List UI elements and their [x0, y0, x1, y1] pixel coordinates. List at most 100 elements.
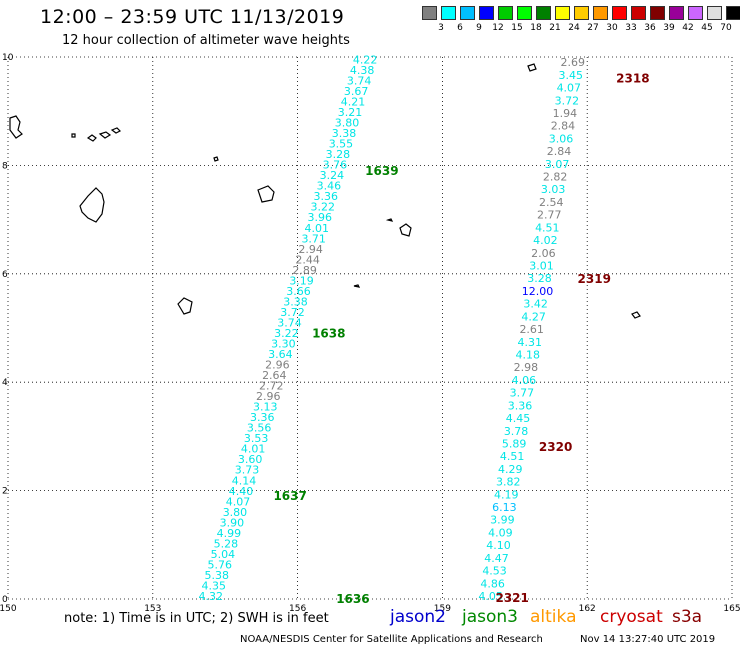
- swh-value: 4.05: [478, 590, 503, 603]
- swh-value: 3.72: [555, 94, 580, 107]
- generation-timestamp: Nov 14 13:27:40 UTC 2019: [580, 634, 716, 645]
- swh-value: 2.89: [292, 264, 317, 277]
- swh-value: 2.82: [543, 171, 568, 184]
- swh-value: 3.80: [223, 506, 248, 519]
- swh-value: 4.27: [521, 310, 546, 323]
- swh-value: 4.02: [533, 234, 558, 247]
- legend-item-jason2: jason2: [390, 607, 446, 627]
- scale-swatch: [631, 6, 646, 20]
- swh-value: 4.09: [488, 526, 513, 539]
- swh-value: 2.72: [259, 380, 284, 393]
- pass-label: 1638: [312, 326, 345, 340]
- swh-value: 3.46: [317, 180, 342, 193]
- swh-value: 12.00: [522, 285, 554, 298]
- swh-value: 3.55: [329, 138, 354, 151]
- swh-value: 3.28: [326, 148, 351, 161]
- scale-swatch: [650, 6, 665, 20]
- scale-label: 27: [587, 23, 599, 33]
- swh-value: 2.54: [539, 196, 564, 209]
- x-tick-label: 150: [0, 604, 17, 614]
- swh-value: 2.94: [298, 243, 323, 256]
- island-outline: [527, 63, 537, 72]
- scale-label: 12: [492, 23, 504, 33]
- y-tick-label: 0: [2, 595, 8, 605]
- scale-swatch: [441, 6, 456, 20]
- swh-value: 2.96: [256, 390, 281, 403]
- swh-value: 2.69: [560, 56, 585, 69]
- swh-value: 4.19: [494, 488, 519, 501]
- island-outline: [257, 185, 275, 203]
- swh-value: 6.13: [492, 501, 517, 514]
- swh-value: 5.38: [205, 569, 230, 582]
- swh-value: 4.86: [480, 577, 505, 590]
- swh-value: 3.38: [283, 295, 308, 308]
- swh-value: 3.82: [496, 476, 521, 489]
- swh-value: 4.40: [229, 485, 254, 498]
- swh-value: 3.73: [235, 464, 260, 477]
- x-tick-label: 156: [289, 604, 306, 614]
- swh-value: 3.74: [347, 74, 372, 87]
- pass-label: 2318: [616, 72, 649, 86]
- swh-value: 3.60: [238, 453, 263, 466]
- pass-label: 1637: [273, 489, 306, 503]
- scale-swatch: [688, 6, 703, 20]
- swh-value: 3.36: [508, 399, 533, 412]
- swh-value: 4.35: [201, 579, 226, 592]
- legend-item-s3a: s3a: [672, 607, 703, 627]
- scale-label: 15: [511, 23, 523, 33]
- swh-value: 3.07: [545, 158, 570, 171]
- swh-value: 4.51: [535, 221, 560, 234]
- swh-value: 3.22: [311, 201, 336, 214]
- swh-value: 3.71: [301, 232, 326, 245]
- scale-swatch: [498, 6, 513, 20]
- scale-swatch: [574, 6, 589, 20]
- island-outline: [9, 115, 23, 139]
- pass-labels: 1636 1637 1638 1639 2321 2320 2319 2318: [273, 72, 649, 606]
- scale-label: 18: [530, 23, 542, 33]
- swh-value: 4.01: [241, 443, 266, 456]
- chart-subtitle: 12 hour collection of altimeter wave hei…: [62, 33, 350, 48]
- scale-label: 33: [625, 23, 637, 33]
- scale-swatch: [726, 6, 740, 20]
- swh-value: 4.01: [304, 222, 329, 235]
- swh-value: 3.72: [280, 306, 305, 319]
- y-tick-label: 2: [2, 487, 8, 497]
- swh-value: 2.06: [531, 247, 556, 260]
- scale-swatch: [555, 6, 570, 20]
- coastline-map: [9, 63, 641, 319]
- grid-lines: [7, 56, 733, 600]
- scale-label: 9: [476, 23, 482, 33]
- swh-value: 2.96: [265, 359, 290, 372]
- scale-swatch: [422, 6, 437, 20]
- island-outline: [177, 297, 193, 315]
- swh-value: 5.89: [502, 437, 527, 450]
- swh-value: 3.99: [490, 514, 515, 527]
- scale-label: 45: [701, 23, 713, 33]
- swh-value: 3.22: [274, 327, 299, 340]
- scale-label: 21: [549, 23, 561, 33]
- swh-value: 3.96: [307, 211, 332, 224]
- scale-label: 30: [606, 23, 618, 33]
- legend-item-cryosat: cryosat: [600, 607, 663, 627]
- scale-label: 3: [438, 23, 444, 33]
- island-outline: [399, 223, 412, 237]
- island-outline: [71, 133, 394, 288]
- scale-swatch: [536, 6, 551, 20]
- y-tick-label: 8: [2, 161, 8, 171]
- swh-value: 3.80: [335, 117, 360, 130]
- scale-swatch: [517, 6, 532, 20]
- x-tick-label: 159: [434, 604, 451, 614]
- scale-swatch: [460, 6, 475, 20]
- swh-value: 4.47: [484, 552, 509, 565]
- credit-line: NOAA/NESDIS Center for Satellite Applica…: [240, 634, 543, 645]
- swh-value: 3.76: [323, 159, 348, 172]
- swh-value: 4.10: [486, 539, 511, 552]
- swh-value: 3.06: [549, 132, 574, 145]
- swh-value: 2.64: [262, 369, 287, 382]
- swh-value: 4.53: [482, 565, 507, 578]
- x-tick-label: 153: [144, 604, 161, 614]
- scale-label: 70: [720, 23, 732, 33]
- scale-swatch: [669, 6, 684, 20]
- swh-value: 3.03: [541, 183, 566, 196]
- legend-item-altika: altika: [530, 607, 577, 627]
